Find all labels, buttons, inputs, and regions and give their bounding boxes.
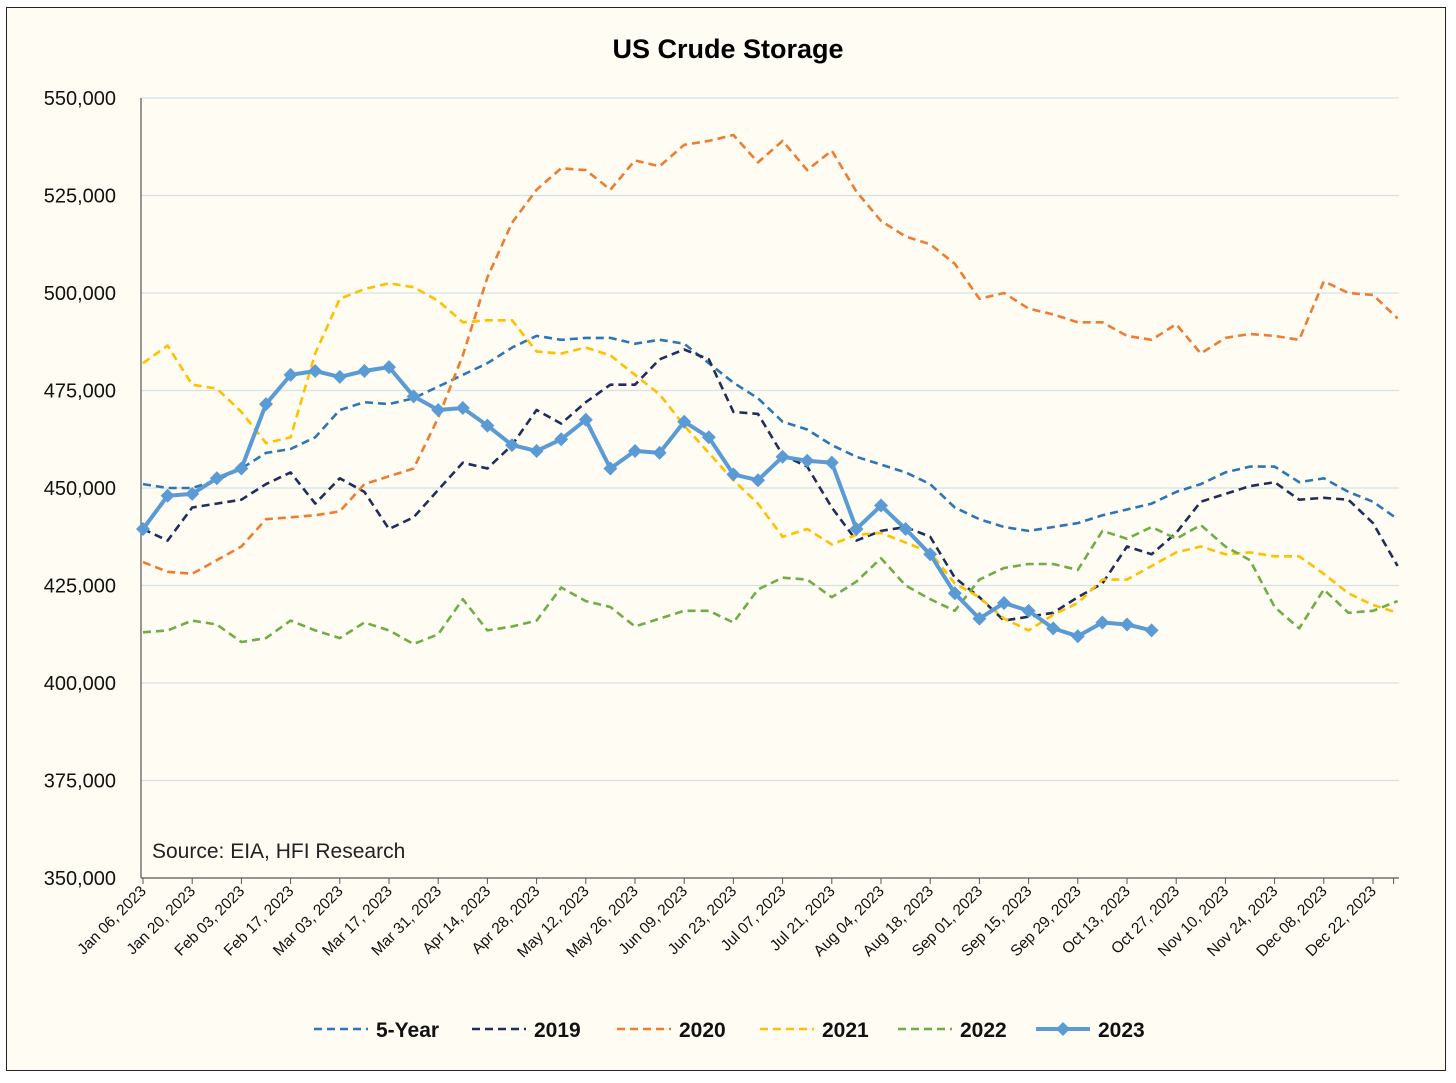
series-2023-marker: [505, 438, 519, 453]
series-2023-marker: [628, 443, 642, 458]
legend-5-year-label: 5-Year: [376, 1019, 439, 1042]
legend: 5-Year 2019 2020 2021 2022 2023: [314, 1019, 1145, 1042]
series-2023-marker: [455, 401, 470, 416]
series-2023-marker: [529, 443, 544, 458]
legend-2023: 2023: [1036, 1019, 1145, 1042]
series-2023-marker: [283, 367, 298, 382]
series-2023-marker: [234, 461, 249, 476]
series-2023-marker: [947, 586, 962, 601]
series-2023-marker: [701, 430, 716, 445]
series-2023-marker: [603, 461, 618, 476]
series-2023-marker: [1144, 623, 1159, 638]
y-tick-label: 425,000: [44, 576, 116, 598]
series-2023-marker: [677, 414, 692, 429]
series-2023-marker: [849, 521, 864, 536]
y-tick-label: 400,000: [44, 673, 116, 695]
series-5-year-line: [142, 334, 1399, 533]
y-tick-label: 375,000: [44, 771, 116, 793]
series-2023-line: [141, 365, 1153, 639]
series-layer: [136, 133, 1399, 646]
legend-2023-label: 2023: [1098, 1019, 1145, 1042]
series-2023-marker: [431, 403, 446, 417]
series-2023-marker: [726, 467, 741, 482]
legend-2022-label: 2022: [960, 1019, 1007, 1042]
y-tick-label: 350,000: [44, 868, 116, 890]
legend-2020: 2020: [617, 1019, 726, 1042]
series-2023-marker: [308, 364, 323, 378]
grid-layer: [141, 97, 1399, 782]
series-2023-marker: [800, 453, 815, 468]
legend-2023-marker: [1056, 1022, 1070, 1036]
y-tick-label: 450,000: [44, 478, 116, 500]
series-2023-marker: [136, 521, 150, 536]
legend-2021-label: 2021: [822, 1019, 869, 1042]
legend-2022: 2022: [898, 1019, 1007, 1042]
series-2020-line: [142, 133, 1399, 576]
series-2023-marker: [1070, 629, 1085, 644]
series-2023-marker: [997, 596, 1011, 611]
series-2023-marker: [1046, 621, 1061, 636]
series-2023-marker: [554, 432, 569, 447]
chart-title: US Crude Storage: [612, 34, 843, 64]
series-2023-marker: [775, 449, 790, 464]
series-2023-marker: [332, 369, 347, 384]
series-2023-marker: [898, 521, 913, 536]
legend-2020-label: 2020: [679, 1019, 726, 1042]
series-2023-marker: [480, 418, 495, 433]
series-2019-line: [142, 348, 1399, 622]
y-tick-label: 475,000: [44, 381, 116, 403]
series-2023-marker: [751, 473, 765, 488]
series-2023-marker: [824, 455, 839, 470]
y-tick-label: 550,000: [44, 88, 116, 110]
series-2023-marker: [160, 488, 175, 503]
axis-layer: 350,000 375,000 400,000 425,000 450,000 475,0…: [44, 88, 1399, 961]
series-2022-line: [142, 523, 1399, 646]
legend-2019-label: 2019: [534, 1019, 581, 1042]
series-2023-marker: [972, 611, 987, 626]
source-annotation: Source: EIA, HFI Research: [152, 840, 405, 863]
series-2023-marker: [874, 498, 888, 513]
series-2023-marker: [923, 547, 938, 562]
series-2023-marker: [259, 397, 273, 412]
series-2023-marker: [185, 486, 200, 501]
legend-2019: 2019: [472, 1019, 581, 1042]
series-2023-marker: [406, 389, 421, 404]
series-2023-marker: [1120, 617, 1134, 632]
series-2023-marker: [1095, 615, 1110, 630]
y-tick-label: 525,000: [44, 186, 116, 208]
series-2021-line: [142, 281, 1398, 632]
series-2023-marker: [382, 360, 396, 375]
series-2023-marker: [209, 471, 224, 486]
series-2023-marker: [652, 445, 667, 460]
y-tick-label: 500,000: [44, 283, 116, 305]
series-2023-marker: [357, 364, 372, 378]
legend-5-year: 5-Year: [314, 1019, 439, 1042]
legend-2021: 2021: [760, 1019, 869, 1042]
series-2023-marker: [1021, 603, 1036, 618]
series-2023-marker: [578, 412, 593, 427]
chart-frame: [6, 7, 1446, 1071]
